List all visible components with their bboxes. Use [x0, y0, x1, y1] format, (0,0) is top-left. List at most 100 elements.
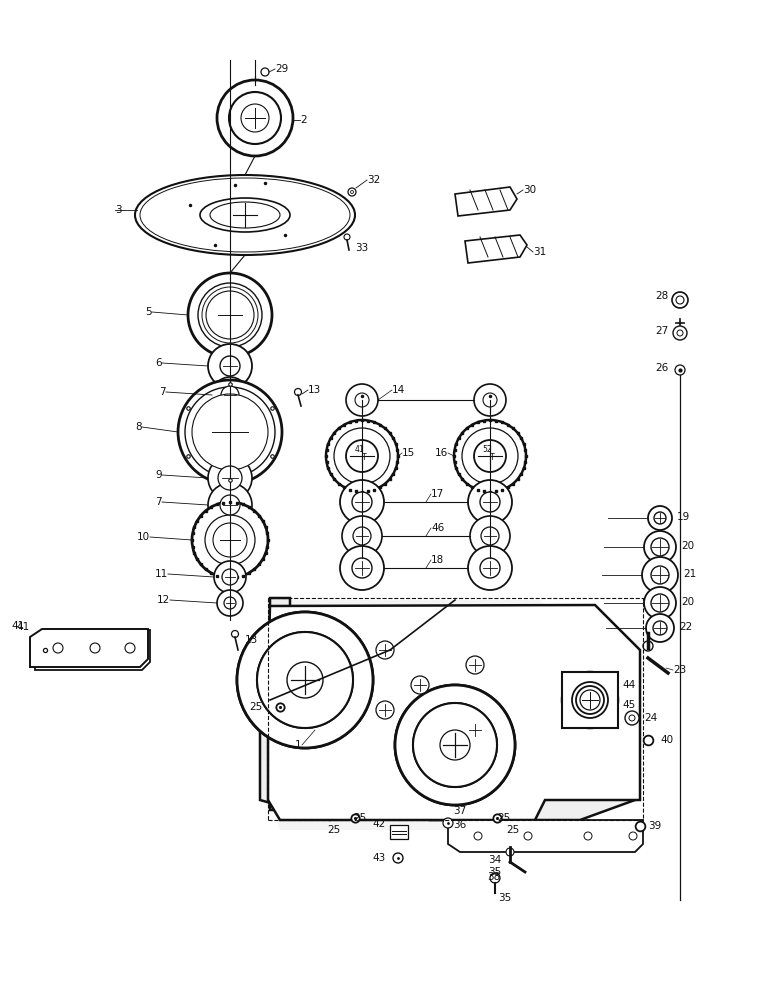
Circle shape [423, 713, 487, 777]
Circle shape [644, 531, 676, 563]
Text: T: T [362, 453, 366, 462]
Text: 22: 22 [679, 622, 692, 632]
Text: 41: 41 [17, 622, 30, 632]
Circle shape [470, 516, 510, 556]
Circle shape [213, 523, 247, 557]
Circle shape [483, 393, 497, 407]
Text: 35: 35 [488, 867, 501, 877]
Circle shape [466, 656, 484, 674]
Text: 45: 45 [622, 700, 635, 710]
Circle shape [648, 506, 672, 530]
Circle shape [188, 273, 272, 357]
Circle shape [344, 234, 350, 240]
Circle shape [202, 287, 258, 343]
Circle shape [178, 380, 282, 484]
Circle shape [468, 480, 512, 524]
Circle shape [524, 832, 532, 840]
Text: 21: 21 [683, 569, 696, 579]
Text: 16: 16 [435, 448, 448, 458]
Circle shape [348, 188, 356, 196]
Text: 11: 11 [154, 569, 168, 579]
Circle shape [654, 512, 666, 524]
Circle shape [84, 645, 96, 656]
Circle shape [229, 92, 281, 144]
Polygon shape [455, 187, 517, 216]
Circle shape [355, 393, 369, 407]
Text: 39: 39 [648, 821, 662, 831]
Circle shape [208, 293, 252, 337]
Text: 10: 10 [137, 532, 150, 542]
Text: 42: 42 [373, 819, 386, 829]
Circle shape [440, 730, 470, 760]
Text: 37: 37 [453, 806, 466, 816]
Text: 24: 24 [644, 713, 657, 723]
Text: 46: 46 [431, 523, 444, 533]
Circle shape [480, 558, 500, 578]
Text: 25: 25 [250, 702, 263, 712]
Circle shape [353, 527, 371, 545]
Circle shape [506, 848, 514, 856]
Circle shape [257, 632, 353, 728]
Polygon shape [260, 598, 635, 820]
Circle shape [651, 538, 669, 556]
Bar [390, 825, 408, 839]
Circle shape [629, 832, 637, 840]
Circle shape [642, 557, 678, 593]
Circle shape [326, 420, 398, 492]
Circle shape [220, 495, 240, 515]
Circle shape [125, 643, 135, 653]
Text: 26: 26 [655, 363, 668, 373]
Bar [268, 598, 643, 820]
Circle shape [440, 730, 470, 760]
Circle shape [395, 685, 515, 805]
Polygon shape [448, 820, 643, 852]
Circle shape [346, 384, 378, 416]
Text: 35: 35 [498, 893, 511, 903]
Circle shape [237, 612, 373, 748]
Circle shape [216, 526, 244, 554]
Circle shape [340, 480, 384, 524]
Circle shape [352, 558, 372, 578]
Circle shape [376, 701, 394, 719]
Text: 27: 27 [655, 326, 668, 336]
Ellipse shape [135, 175, 355, 255]
Text: 19: 19 [677, 512, 690, 522]
Circle shape [584, 832, 592, 840]
Text: 41: 41 [12, 621, 25, 631]
Text: 18: 18 [431, 555, 444, 565]
Circle shape [221, 386, 239, 404]
Circle shape [572, 682, 608, 718]
Circle shape [676, 296, 684, 304]
Text: 7: 7 [155, 497, 162, 507]
Text: 1: 1 [295, 740, 302, 750]
Text: 14: 14 [392, 385, 405, 395]
Circle shape [198, 400, 262, 464]
Circle shape [474, 440, 506, 472]
Text: 44: 44 [622, 680, 635, 690]
Circle shape [395, 685, 515, 805]
Circle shape [287, 662, 323, 698]
Circle shape [206, 291, 254, 339]
Text: 38: 38 [487, 872, 500, 882]
Circle shape [411, 676, 429, 694]
Text: 3: 3 [115, 205, 122, 215]
Bar [562, 672, 618, 728]
Circle shape [474, 832, 482, 840]
Text: 23: 23 [673, 665, 686, 675]
Circle shape [198, 283, 262, 347]
Text: 25: 25 [354, 813, 367, 823]
Circle shape [214, 561, 246, 593]
Circle shape [462, 428, 518, 484]
Text: 25: 25 [506, 825, 520, 835]
Circle shape [645, 737, 651, 743]
Circle shape [257, 632, 353, 728]
Text: 31: 31 [533, 247, 547, 257]
Circle shape [340, 546, 384, 590]
Circle shape [352, 492, 372, 512]
Circle shape [468, 546, 512, 590]
Text: 13: 13 [245, 635, 259, 645]
Text: T: T [489, 453, 494, 462]
Polygon shape [465, 235, 527, 263]
Circle shape [413, 703, 497, 787]
Circle shape [342, 516, 382, 556]
